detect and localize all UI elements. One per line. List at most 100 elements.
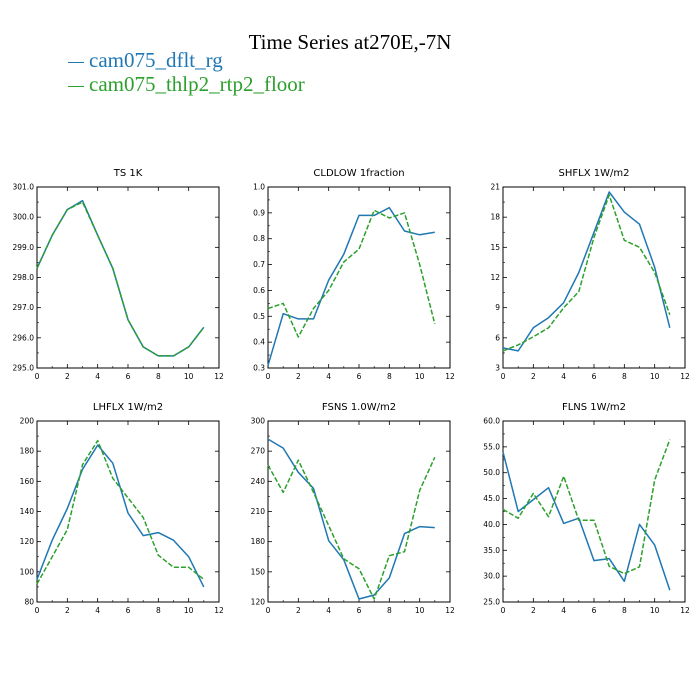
x-tick-label: 4 [326, 372, 331, 381]
legend-item-series-1: cam075_dflt_rg [68, 48, 305, 72]
x-tick-label: 4 [95, 372, 100, 381]
y-tick-label: 120 [20, 537, 35, 546]
y-tick-label: 0.7 [253, 260, 265, 269]
panel-title: SHFLX 1W/m2 [559, 168, 630, 179]
y-tick-label: 9 [495, 303, 500, 312]
x-tick-label: 2 [296, 372, 301, 381]
series-line-1 [267, 206, 435, 366]
x-tick-label: 0 [35, 606, 40, 615]
y-tick-label: 140 [20, 507, 35, 516]
x-tick-label: 10 [184, 606, 194, 615]
chart-panel-2: CLDLOW 1fraction 0 2 4 6 8 10 12 0.3 0.4 0.5 0.6 0.7… [253, 168, 455, 381]
x-tick-label: 12 [680, 372, 690, 381]
y-tick-label: 30.0 [483, 572, 500, 581]
y-tick-label: 45.0 [483, 494, 500, 503]
y-tick-label: 15 [490, 243, 500, 252]
y-tick-label: 35.0 [483, 546, 500, 555]
y-tick-label: 120 [251, 598, 266, 607]
chart-panel-4: LHFLX 1W/m2 0 2 4 6 8 10 12 80 100 120 140 160 180 200 [20, 402, 224, 615]
series-line-2 [267, 209, 436, 338]
legend-item-series-2: cam075_thlp2_rtp2_floor [68, 72, 305, 96]
y-tick-label: 0.9 [253, 208, 265, 217]
y-tick-label: 55.0 [483, 442, 500, 451]
panel-title: FSNS 1.0W/m2 [322, 402, 396, 413]
x-tick-label: 2 [65, 606, 70, 615]
y-tick-label: 180 [20, 447, 35, 456]
x-tick-label: 8 [156, 372, 161, 381]
x-tick-label: 8 [622, 372, 627, 381]
y-tick-label: 0.8 [253, 234, 265, 243]
y-tick-label: 25.0 [483, 598, 500, 607]
x-tick-label: 12 [214, 372, 224, 381]
y-tick-label: 150 [251, 567, 266, 576]
y-tick-label: 270 [251, 447, 266, 456]
x-tick-label: 0 [501, 606, 506, 615]
y-tick-label: 180 [251, 537, 266, 546]
y-tick-label: 80 [24, 598, 34, 607]
panel-title: TS 1K [113, 168, 143, 179]
plot-frame [502, 420, 686, 603]
y-tick-label: 0.5 [253, 312, 265, 321]
panel-title: CLDLOW 1fraction [313, 168, 404, 179]
series-line-1 [267, 438, 435, 600]
x-tick-label: 0 [35, 372, 40, 381]
series-line-1 [36, 199, 205, 357]
y-tick-label: 6 [495, 333, 500, 342]
legend-swatch-series-1 [68, 61, 84, 63]
panel-title: LHFLX 1W/m2 [93, 402, 163, 413]
x-tick-label: 8 [156, 606, 161, 615]
x-tick-label: 6 [592, 372, 597, 381]
x-tick-label: 12 [680, 606, 690, 615]
y-tick-label: 300.0 [13, 213, 35, 222]
legend-label-series-1: cam075_dflt_rg [89, 48, 223, 72]
x-tick-label: 0 [266, 606, 271, 615]
x-tick-label: 4 [95, 606, 100, 615]
x-tick-label: 6 [357, 372, 362, 381]
x-tick-label: 10 [184, 372, 194, 381]
y-tick-label: 301.0 [13, 183, 35, 192]
y-tick-label: 200 [20, 417, 35, 426]
x-tick-label: 12 [445, 372, 455, 381]
x-tick-label: 8 [387, 372, 392, 381]
legend-label-series-2: cam075_thlp2_rtp2_floor [89, 72, 305, 96]
y-tick-label: 297.0 [13, 303, 35, 312]
x-tick-label: 4 [561, 372, 566, 381]
x-tick-label: 8 [387, 606, 392, 615]
x-tick-label: 12 [214, 606, 224, 615]
series-line-2 [36, 201, 205, 357]
chart-title: Time Series at270E,-7N [248, 30, 452, 54]
series-line-2 [267, 456, 436, 600]
y-tick-label: 300 [251, 417, 266, 426]
y-tick-label: 160 [20, 477, 35, 486]
y-tick-label: 40.0 [483, 520, 500, 529]
chart-panel-3: SHFLX 1W/m2 0 2 4 6 8 10 12 3 6 9 12 15 18 21 [490, 168, 690, 381]
x-tick-label: 6 [126, 606, 131, 615]
series-line-2 [36, 439, 205, 585]
y-tick-label: 0.4 [253, 338, 265, 347]
y-tick-label: 50.0 [483, 468, 500, 477]
y-tick-label: 296.0 [13, 333, 35, 342]
x-tick-label: 0 [501, 372, 506, 381]
series-line-1 [36, 444, 205, 588]
y-tick-label: 210 [251, 507, 266, 516]
y-tick-label: 295.0 [13, 364, 35, 373]
x-tick-label: 2 [531, 372, 536, 381]
x-tick-label: 12 [445, 606, 455, 615]
chart-panel-6: FLNS 1W/m2 0 2 4 6 8 10 12 25.0 30.0 35.0 40.0 45.0 5… [483, 402, 690, 615]
y-tick-label: 3 [495, 364, 500, 373]
x-tick-label: 2 [296, 606, 301, 615]
y-tick-label: 0.3 [253, 364, 265, 373]
series-line-2 [502, 194, 671, 352]
x-tick-label: 0 [266, 372, 271, 381]
chart-panel-1: TS 1K 0 2 4 6 8 10 12 295.0 296.0 297.0 298.0 299.0 3… [13, 168, 224, 381]
y-tick-label: 18 [490, 213, 500, 222]
x-tick-label: 4 [561, 606, 566, 615]
x-tick-label: 10 [415, 372, 425, 381]
y-tick-label: 12 [490, 273, 500, 282]
y-tick-label: 0.6 [253, 286, 265, 295]
x-tick-label: 6 [592, 606, 597, 615]
panel-title: FLNS 1W/m2 [562, 402, 626, 413]
plot-frame [267, 420, 451, 603]
x-tick-label: 6 [357, 606, 362, 615]
